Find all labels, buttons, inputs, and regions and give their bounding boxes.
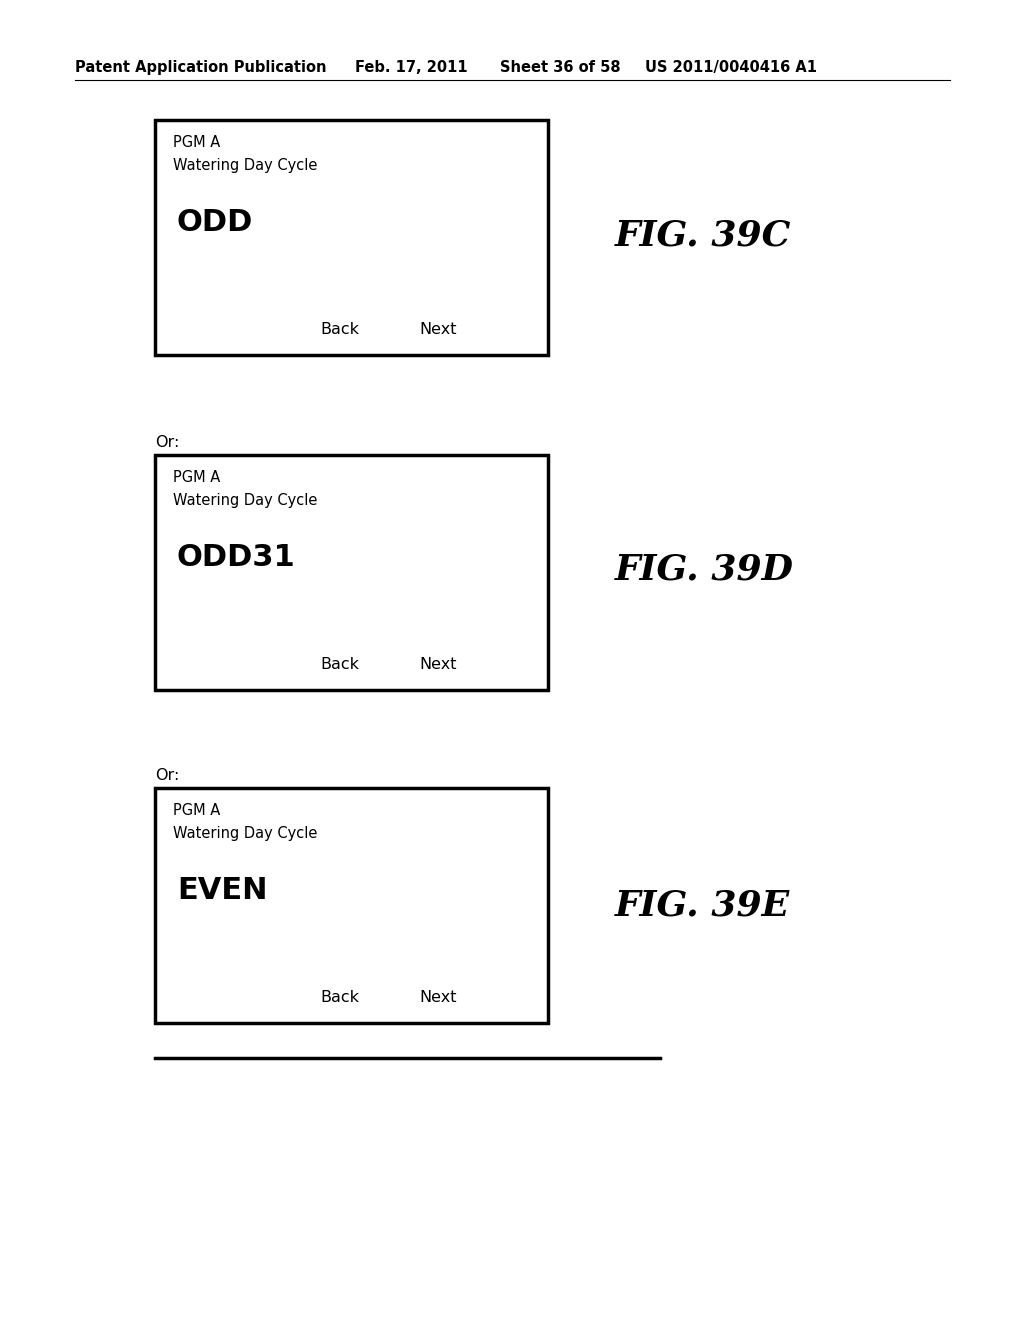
Text: Back: Back xyxy=(321,990,359,1005)
Text: Back: Back xyxy=(321,657,359,672)
Text: PGM A: PGM A xyxy=(173,135,220,150)
Text: ODD31: ODD31 xyxy=(177,543,296,572)
Text: Back: Back xyxy=(321,322,359,337)
Text: Watering Day Cycle: Watering Day Cycle xyxy=(173,158,317,173)
Text: ODD: ODD xyxy=(177,209,253,238)
Text: Patent Application Publication: Patent Application Publication xyxy=(75,59,327,75)
Text: Feb. 17, 2011: Feb. 17, 2011 xyxy=(355,59,468,75)
Text: PGM A: PGM A xyxy=(173,803,220,818)
Text: Next: Next xyxy=(419,990,457,1005)
Bar xyxy=(155,788,548,1023)
Bar xyxy=(155,455,548,690)
Text: Next: Next xyxy=(419,322,457,337)
Text: Sheet 36 of 58: Sheet 36 of 58 xyxy=(500,59,621,75)
Text: US 2011/0040416 A1: US 2011/0040416 A1 xyxy=(645,59,817,75)
Text: PGM A: PGM A xyxy=(173,470,220,484)
Text: FIG. 39C: FIG. 39C xyxy=(615,218,792,252)
Text: Next: Next xyxy=(419,657,457,672)
Bar xyxy=(155,120,548,355)
Text: Watering Day Cycle: Watering Day Cycle xyxy=(173,826,317,841)
Text: Or:: Or: xyxy=(155,768,179,783)
Text: FIG. 39E: FIG. 39E xyxy=(615,888,791,921)
Text: Watering Day Cycle: Watering Day Cycle xyxy=(173,492,317,508)
Text: Or:: Or: xyxy=(155,436,179,450)
Text: FIG. 39D: FIG. 39D xyxy=(615,553,794,587)
Text: EVEN: EVEN xyxy=(177,876,267,906)
